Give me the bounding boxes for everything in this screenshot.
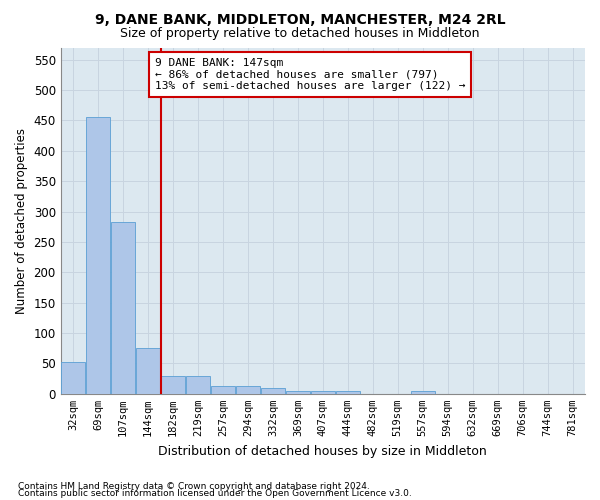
Bar	[111, 222, 135, 394]
Bar	[161, 376, 185, 394]
Text: 9, DANE BANK, MIDDLETON, MANCHESTER, M24 2RL: 9, DANE BANK, MIDDLETON, MANCHESTER, M24…	[95, 12, 505, 26]
Text: Size of property relative to detached houses in Middleton: Size of property relative to detached ho…	[120, 28, 480, 40]
Text: Contains public sector information licensed under the Open Government Licence v3: Contains public sector information licen…	[18, 490, 412, 498]
Text: Contains HM Land Registry data © Crown copyright and database right 2024.: Contains HM Land Registry data © Crown c…	[18, 482, 370, 491]
Bar	[336, 391, 359, 394]
Bar	[86, 118, 110, 394]
Text: 9 DANE BANK: 147sqm
← 86% of detached houses are smaller (797)
13% of semi-detac: 9 DANE BANK: 147sqm ← 86% of detached ho…	[155, 58, 466, 91]
Bar	[236, 386, 260, 394]
Bar	[311, 391, 335, 394]
Bar	[61, 362, 85, 394]
Bar	[411, 391, 434, 394]
Bar	[286, 391, 310, 394]
Bar	[136, 348, 160, 394]
Bar	[186, 376, 210, 394]
X-axis label: Distribution of detached houses by size in Middleton: Distribution of detached houses by size …	[158, 444, 487, 458]
Bar	[261, 388, 285, 394]
Y-axis label: Number of detached properties: Number of detached properties	[15, 128, 28, 314]
Bar	[211, 386, 235, 394]
